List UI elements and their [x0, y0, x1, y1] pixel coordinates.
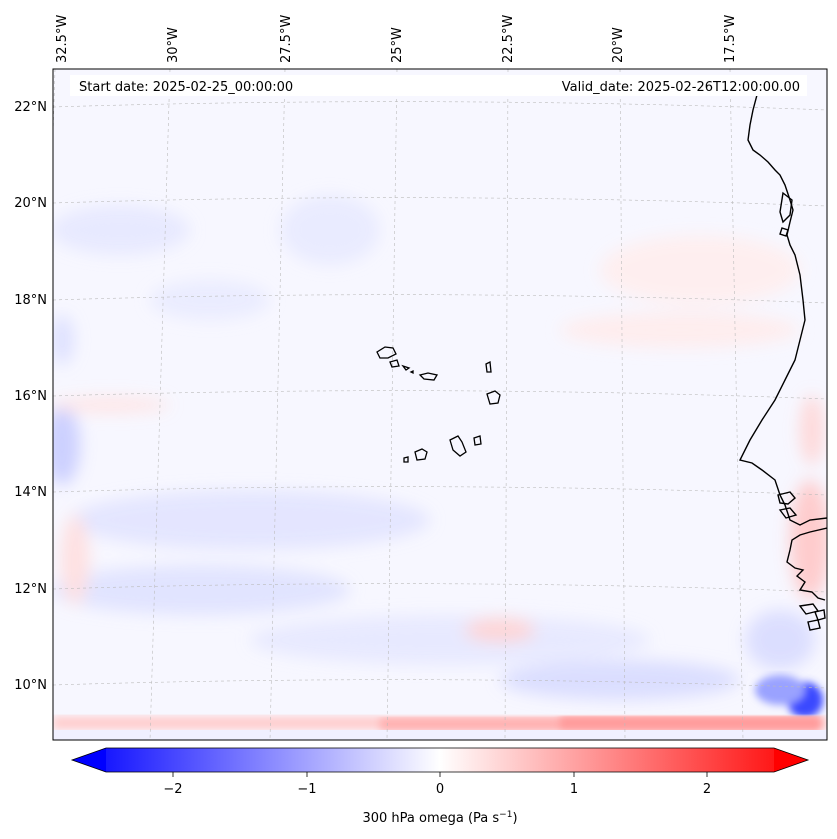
lon-label: 30°W — [166, 27, 181, 63]
colorbar-tick: 2 — [703, 782, 711, 797]
omega-field — [53, 195, 827, 740]
lat-label: 16°N — [14, 389, 47, 404]
lat-label: 18°N — [14, 293, 47, 308]
lon-label: 25°W — [390, 27, 405, 63]
colorbar: −2 −1 0 1 2 300 hPa omega (Pa s−1) — [70, 747, 810, 826]
map-border — [52, 68, 828, 741]
colorbar-tick: 1 — [570, 782, 578, 797]
valid-date-label: Valid_date: 2025-02-26T12:00:00.00 — [562, 80, 800, 95]
annotation-background — [70, 75, 807, 96]
lat-label: 12°N — [14, 582, 47, 597]
start-date-label: Start date: 2025-02-25_00:00:00 — [79, 80, 293, 95]
cape-verde-islands — [376, 346, 501, 463]
latitude-labels: 22°N 20°N 18°N 16°N 14°N 12°N 10°N — [14, 100, 47, 693]
longitude-labels: 32.5°W 30°W 27.5°W 25°W 22.5°W 20°W 17.5… — [55, 15, 738, 63]
lat-label: 10°N — [14, 678, 47, 693]
colorbar-tick: 0 — [436, 782, 444, 797]
graticule — [53, 69, 827, 740]
lat-label: 20°N — [14, 196, 47, 211]
lat-label: 22°N — [14, 100, 47, 115]
colorbar-tick: −1 — [297, 782, 316, 797]
coastline — [738, 84, 827, 631]
lon-label: 22.5°W — [501, 15, 516, 63]
lat-label: 14°N — [14, 485, 47, 500]
colorbar-label: 300 hPa omega (Pa s−1) — [362, 810, 517, 826]
colorbar-tick: −2 — [163, 782, 182, 797]
lon-label: 20°W — [611, 27, 626, 63]
lon-label: 17.5°W — [723, 15, 738, 63]
lon-label: 32.5°W — [55, 15, 70, 63]
lon-label: 27.5°W — [279, 15, 294, 63]
map-panel — [53, 69, 827, 740]
